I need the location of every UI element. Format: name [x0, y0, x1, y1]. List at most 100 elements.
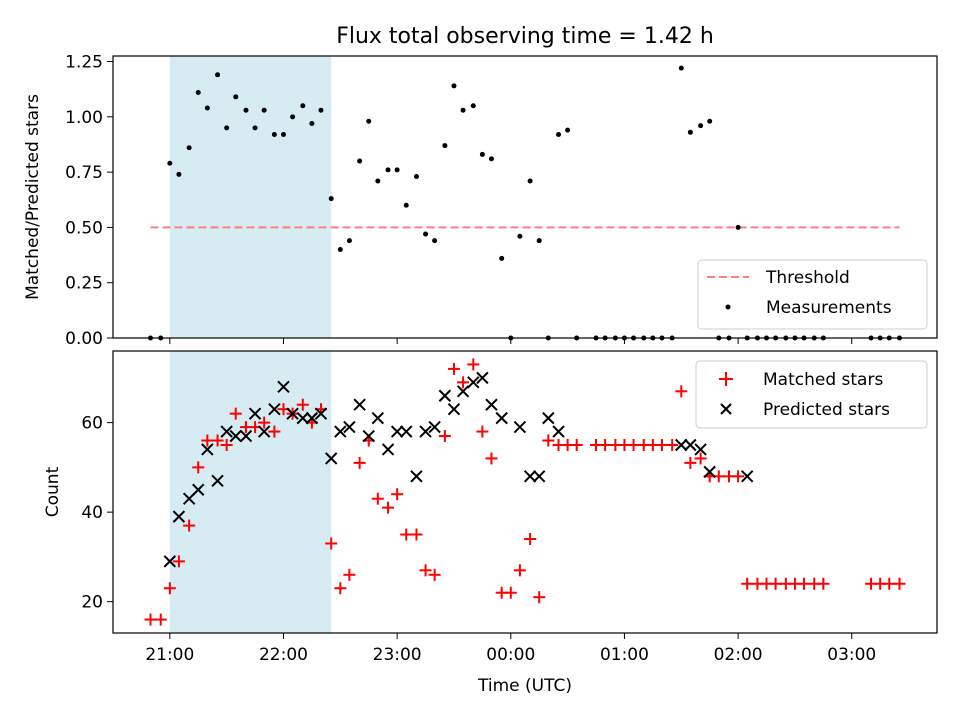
measurement-point	[243, 107, 249, 113]
predicted-star-point	[694, 443, 707, 456]
predicted-star-point	[305, 411, 319, 425]
predicted-star-point	[257, 425, 271, 438]
matched-star-point	[467, 358, 480, 371]
measurement-point	[499, 255, 505, 261]
bottom-legend-box	[695, 360, 928, 429]
predicted-star-point	[192, 483, 205, 496]
legend-predicted-label: Predicted stars	[763, 400, 890, 420]
measurement-point	[224, 125, 230, 131]
matched-star-point	[769, 577, 782, 590]
measurement-point	[328, 196, 334, 202]
predicted-star-point	[353, 398, 366, 411]
predicted-star-point	[248, 407, 262, 420]
predicted-star-point	[390, 425, 404, 438]
predicted-star-point	[362, 429, 375, 443]
measurement-point	[186, 145, 192, 151]
legend-threshold-label: Threshold	[765, 268, 850, 288]
predicted-star-point	[277, 380, 290, 394]
measurement-point	[413, 174, 419, 180]
y-tick-label: 0.00	[65, 329, 103, 349]
top-shaded-span	[169, 56, 332, 338]
measurement-point	[318, 107, 324, 113]
top-y-axis-label: Matched/Predicted stars	[23, 94, 43, 300]
measurement-point	[385, 167, 391, 173]
matched-star-point	[382, 501, 395, 514]
y-tick-label: 40	[81, 503, 103, 523]
measurement-point	[337, 247, 343, 253]
matched-star-point	[325, 537, 338, 550]
matched-star-point	[524, 533, 537, 545]
predicted-star-point	[523, 470, 537, 483]
matched-star-point	[485, 452, 498, 465]
matched-star-point	[371, 492, 384, 505]
matched-star-point	[183, 519, 196, 532]
matched-star-point	[201, 434, 214, 447]
matched-star-point	[627, 439, 640, 451]
measurement-point	[375, 178, 381, 184]
measurement-point	[261, 107, 267, 113]
predicted-star-point	[286, 407, 299, 420]
matched-star-point	[163, 582, 176, 595]
measurement-point	[488, 156, 494, 162]
y-tick-label: 0.25	[65, 274, 103, 294]
measurement-point	[470, 103, 476, 109]
measurement-point	[366, 118, 372, 124]
matched-star-point	[447, 362, 460, 375]
matched-star-point	[400, 528, 413, 541]
measurement-point	[735, 224, 741, 230]
top-y-ticks: 0.00 0.25 0.50 0.75 1.00 1.25	[65, 53, 113, 349]
predicted-star-point	[740, 470, 754, 483]
measurement-point	[280, 132, 286, 138]
measurement-point	[687, 129, 693, 135]
bottom-shaded-span	[169, 351, 332, 633]
predicted-star-point	[485, 398, 498, 411]
matched-star-point	[533, 591, 546, 604]
measurement-point	[252, 125, 258, 131]
x-tick-label: 00:00	[486, 645, 535, 665]
measurement-point	[423, 231, 429, 237]
bottom-y-axis-label: Count	[43, 466, 63, 517]
measurement-point	[167, 160, 173, 166]
predicted-star-point	[456, 385, 470, 398]
predicted-star-point	[314, 407, 328, 420]
top-legend: Threshold Measurements	[697, 259, 928, 330]
matched-star-point	[296, 398, 309, 411]
measurement-point	[271, 132, 277, 138]
matched-star-point	[211, 434, 224, 447]
predicted-star-point	[334, 425, 347, 438]
measurement-point	[394, 167, 400, 173]
predicted-star-point	[703, 465, 716, 479]
measurement-point	[403, 202, 409, 208]
matched-star-point	[684, 456, 697, 469]
predicted-star-point	[495, 411, 508, 425]
predicted-star-point	[172, 510, 186, 523]
predicted-star-point	[296, 411, 310, 425]
measurement-point	[442, 143, 448, 149]
measurement-point	[176, 171, 182, 177]
legend-predicted-swatch	[720, 403, 732, 415]
y-tick-label: 1.25	[65, 53, 103, 73]
matched-star-point	[666, 439, 679, 451]
predicted-star-point	[229, 429, 242, 443]
predicted-star-point	[419, 425, 432, 438]
matched-star-point	[428, 568, 441, 581]
predicted-star-point	[239, 429, 253, 443]
predicted-star-point	[532, 470, 546, 483]
chart-title: Flux total observing time = 1.42 h	[336, 24, 714, 49]
top-panel: 0.00 0.25 0.50 0.75 1.00 1.25 Matched/Predict…	[23, 53, 938, 349]
measurement-point	[195, 89, 201, 95]
measurement-point	[309, 120, 315, 126]
matched-star-point	[172, 555, 185, 568]
measurement-point	[536, 238, 542, 244]
matched-star-point	[343, 568, 356, 581]
matched-star-point	[220, 439, 233, 451]
measurement-point	[565, 127, 571, 133]
matched-star-point	[476, 425, 489, 438]
matched-star-point	[419, 564, 432, 577]
x-axis-label: Time (UTC)	[477, 676, 572, 696]
predicted-star-point	[268, 402, 281, 416]
matched-star-point	[192, 461, 205, 474]
predicted-star-point	[325, 452, 338, 465]
measurement-point	[479, 151, 485, 157]
predicted-star-point	[211, 474, 224, 488]
